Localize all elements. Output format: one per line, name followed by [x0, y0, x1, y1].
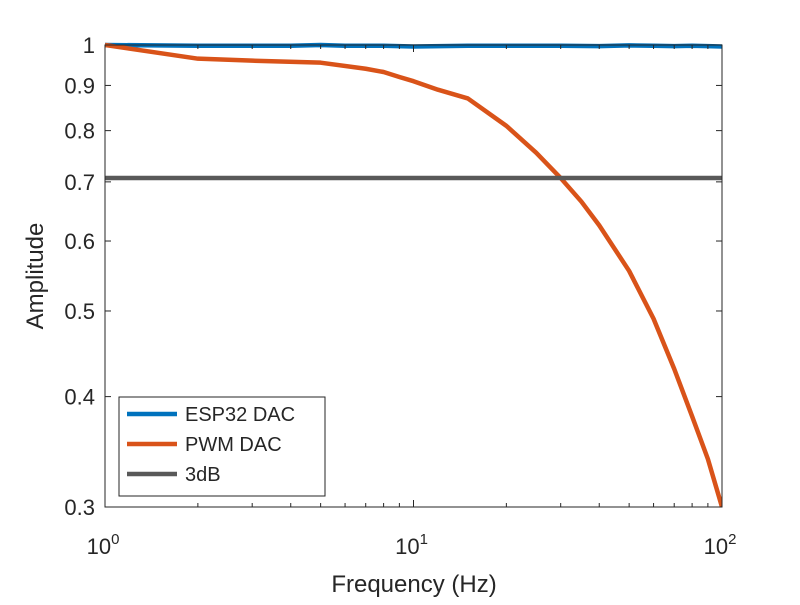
series-line-esp32-dac — [105, 42, 722, 49]
y-tick-label: 0.8 — [64, 119, 95, 144]
y-tick-label: 1 — [83, 33, 95, 58]
legend-label-3db: 3dB — [185, 464, 221, 486]
y-tick-label: 0.6 — [64, 229, 95, 254]
legend-label-pwm-dac: PWM DAC — [185, 434, 282, 456]
x-tick-base: 10 — [395, 534, 419, 559]
x-tick-base: 10 — [87, 534, 111, 559]
x-tick-exponent: 1 — [420, 531, 428, 548]
x-axis-label: Frequency (Hz) — [331, 571, 496, 598]
x-tick-label: 101 — [395, 531, 428, 559]
series-layer — [105, 42, 722, 508]
y-axis-label: Amplitude — [22, 223, 49, 330]
series-line-pwm-dac — [105, 42, 722, 508]
y-tick-label: 0.5 — [64, 299, 95, 324]
x-tick-label: 100 — [87, 531, 120, 559]
y-tick-label: 0.7 — [64, 170, 95, 195]
x-tick-exponent: 0 — [111, 531, 119, 548]
x-tick-exponent: 2 — [728, 531, 736, 548]
x-tick-label: 102 — [704, 531, 737, 559]
legend: ESP32 DAC PWM DAC 3dB — [118, 396, 326, 497]
x-tick-base: 10 — [704, 534, 728, 559]
y-tick-label: 0.4 — [64, 385, 95, 410]
y-tick-label: 0.9 — [64, 73, 95, 98]
y-tick-label: 0.3 — [64, 495, 95, 520]
legend-label-esp32-dac: ESP32 DAC — [185, 404, 295, 426]
